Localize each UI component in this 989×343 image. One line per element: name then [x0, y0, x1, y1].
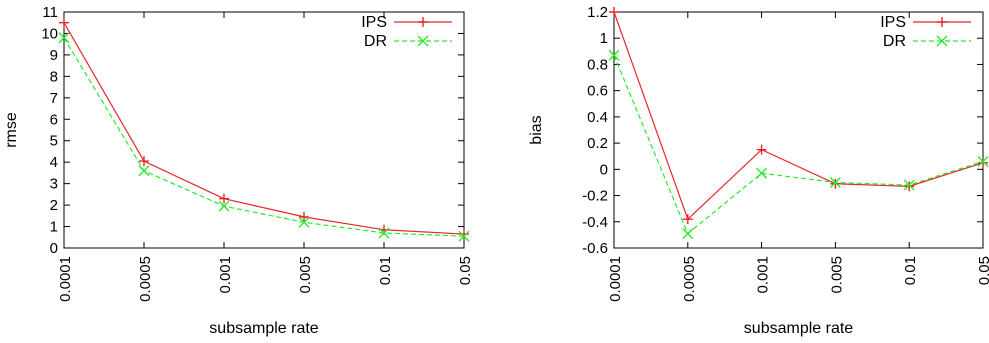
- bias-series-ips: [609, 7, 988, 225]
- rmse-x-tick-label: 0.005: [297, 256, 314, 294]
- bias-series-dr: [608, 49, 989, 240]
- bias-y-tick-label: 1.2: [587, 4, 608, 21]
- bias-ips-line: [613, 11, 984, 221]
- rmse-y-tick-label: 2: [50, 197, 58, 214]
- bias-dr-point: [977, 155, 989, 167]
- bias-chart: -0.6 -0.4 -0.2 0 0.2 0.4 0.6 0.8 1 1.2 0.0001 0.000…: [528, 4, 989, 337]
- bias-x-tick-label: 0.0005: [681, 256, 698, 302]
- bias-dr-point: [756, 167, 768, 179]
- rmse-dr-point: [458, 230, 470, 242]
- bias-y-tick-label: 0.8: [587, 56, 608, 73]
- rmse-x-tick-label: 0.05: [457, 256, 474, 285]
- rmse-legend-label-dr: DR: [364, 33, 387, 50]
- bias-legend-label-ips: IPS: [880, 14, 906, 31]
- rmse-y-axis-label: rmse: [3, 112, 20, 148]
- rmse-ips-point: [59, 17, 69, 28]
- rmse-y-tick-label: 10: [41, 25, 58, 42]
- rmse-plot-frame: [63, 11, 465, 249]
- rmse-chart: 0 1 2 3 4 5 6 7 8 9 10 11 0.0001 0.0005 0.001 0.005 0.01…: [3, 4, 474, 337]
- bias-dr-line: [613, 55, 984, 235]
- bias-x-tick-label: 0.005: [828, 256, 845, 294]
- rmse-y-tick-label: 5: [50, 133, 58, 150]
- rmse-dr-point: [298, 216, 310, 228]
- rmse-y-tick-label: 4: [50, 154, 58, 171]
- rmse-ips-point: [459, 229, 469, 240]
- bias-y-tick-label: 0.6: [587, 83, 608, 100]
- rmse-y-tick-label: 11: [42, 4, 58, 21]
- rmse-dr-line: [63, 37, 465, 237]
- bias-dr-point: [682, 228, 694, 240]
- bias-legend-label-dr: DR: [883, 33, 906, 50]
- rmse-x-tick-label: 0.0005: [137, 256, 154, 302]
- bias-dr-point: [903, 179, 915, 191]
- bias-x-tick-label: 0.01: [902, 256, 919, 285]
- bias-x-axis-label: subsample rate: [744, 320, 853, 337]
- rmse-y-tick-label: 7: [50, 90, 58, 107]
- rmse-y-tick-label: 1: [50, 219, 58, 236]
- rmse-x-tick-label: 0.001: [217, 256, 234, 294]
- bias-x-tick-label: 0.05: [976, 256, 989, 285]
- rmse-ips-point: [299, 211, 309, 222]
- bias-legend-marker-ips: [937, 17, 947, 27]
- rmse-dr-point: [138, 165, 150, 177]
- bias-y-tick-label: -0.6: [582, 240, 608, 257]
- rmse-x-axis-label: subsample rate: [209, 320, 318, 337]
- rmse-y-tick-label: 9: [50, 47, 58, 64]
- bias-y-axis-label: bias: [528, 115, 545, 144]
- rmse-legend-marker-ips: [418, 17, 428, 27]
- bias-y-tick-label: 0: [600, 161, 608, 178]
- bias-y-tick-label: 1: [600, 30, 608, 47]
- bias-dr-point: [608, 49, 620, 61]
- rmse-dr-point: [378, 227, 390, 239]
- bias-ips-point: [682, 214, 693, 225]
- bias-legend-marker-dr: [936, 35, 948, 47]
- rmse-dr-point: [218, 200, 230, 212]
- rmse-y-tick-label: 0: [50, 240, 58, 257]
- bias-ips-point: [830, 178, 841, 189]
- bias-plot-frame: [613, 11, 984, 249]
- rmse-x-tick-label: 0.0001: [57, 256, 74, 302]
- bias-y-tick-label: 0.4: [587, 109, 608, 126]
- rmse-dr-point: [58, 32, 70, 44]
- rmse-series-dr: [58, 32, 470, 242]
- rmse-y-tick-label: 8: [50, 68, 58, 85]
- rmse-series-ips: [59, 17, 469, 240]
- rmse-ips-line: [63, 22, 465, 235]
- bias-ips-point: [756, 144, 767, 155]
- rmse-x-tick-label: 0.01: [377, 256, 394, 285]
- rmse-ips-point: [219, 193, 229, 204]
- rmse-ips-point: [139, 156, 149, 167]
- bias-dr-point: [829, 176, 841, 188]
- bias-ips-point: [609, 7, 619, 17]
- bias-x-tick-label: 0.001: [755, 256, 772, 294]
- bias-y-tick-label: -0.2: [582, 188, 608, 205]
- rmse-y-tick-label: 3: [50, 176, 58, 193]
- bias-x-tick-label: 0.0001: [607, 256, 624, 302]
- rmse-y-tick-label: 6: [50, 111, 58, 128]
- bias-ips-point: [978, 157, 988, 168]
- rmse-legend-marker-dr: [417, 35, 429, 47]
- bias-y-tick-label: -0.4: [582, 214, 608, 231]
- bias-y-tick-label: 0.2: [587, 135, 608, 152]
- bias-ips-point: [904, 181, 915, 192]
- rmse-legend-label-ips: IPS: [361, 14, 387, 31]
